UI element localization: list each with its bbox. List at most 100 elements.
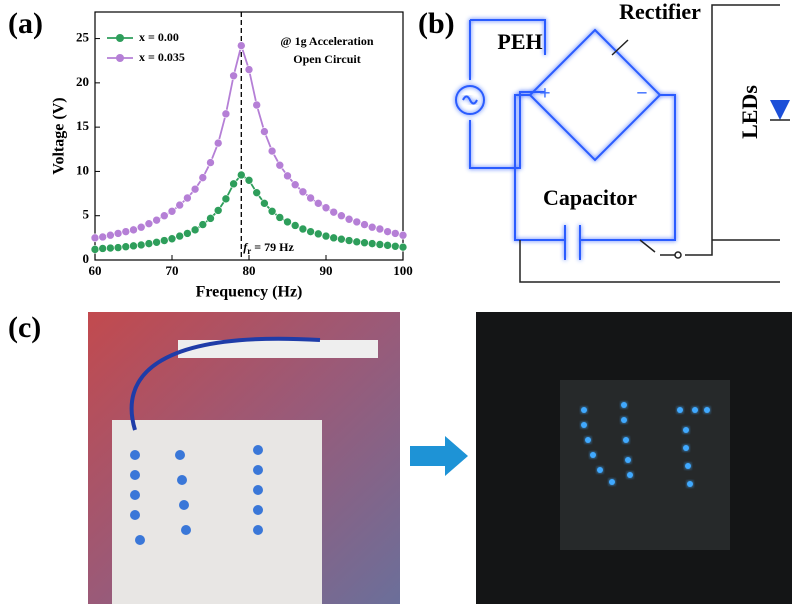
data-point bbox=[122, 228, 130, 236]
data-point bbox=[284, 218, 292, 226]
breadboard bbox=[560, 380, 730, 550]
x-tick-label: 60 bbox=[89, 263, 102, 278]
led-glow bbox=[683, 445, 689, 451]
y-axis-label: Voltage (V) bbox=[51, 97, 68, 174]
data-point bbox=[253, 189, 261, 197]
data-point bbox=[368, 240, 376, 248]
pointer-arrow bbox=[612, 40, 628, 55]
x-tick-label: 80 bbox=[243, 263, 256, 278]
data-point bbox=[337, 235, 345, 243]
led-glow bbox=[581, 422, 587, 428]
data-point bbox=[99, 244, 107, 252]
x-tick-label: 70 bbox=[166, 263, 179, 278]
data-point bbox=[230, 72, 238, 80]
data-point bbox=[322, 204, 330, 212]
x-axis-label: Frequency (Hz) bbox=[196, 284, 303, 301]
diagram-label: + bbox=[539, 83, 550, 105]
data-point bbox=[245, 66, 253, 74]
x-tick-label: 100 bbox=[393, 263, 413, 278]
data-point bbox=[399, 231, 407, 239]
led bbox=[130, 510, 140, 520]
data-point bbox=[284, 172, 292, 180]
data-point bbox=[191, 185, 199, 193]
legend-label: x = 0.035 bbox=[139, 50, 185, 64]
data-point bbox=[222, 195, 230, 203]
data-point bbox=[237, 171, 245, 179]
switch bbox=[675, 252, 681, 258]
reference-text: = 79 Hz bbox=[251, 240, 294, 254]
data-point bbox=[91, 234, 99, 242]
data-point bbox=[122, 243, 130, 251]
data-point bbox=[391, 242, 399, 250]
data-point bbox=[307, 228, 315, 236]
data-point bbox=[322, 232, 330, 240]
legend-marker bbox=[116, 34, 124, 42]
circuit-diagram: PEH Rectifier Capacitor LEDs + − bbox=[456, 0, 790, 282]
data-point bbox=[199, 221, 207, 229]
data-point bbox=[399, 243, 407, 251]
led-glow bbox=[687, 481, 693, 487]
legend-label: x = 0.00 bbox=[139, 30, 179, 44]
chart: Frequency (Hz) Voltage (V) @ 1g Accelera… bbox=[51, 12, 413, 301]
data-point bbox=[91, 245, 99, 253]
data-point bbox=[384, 228, 392, 236]
led-glow bbox=[683, 427, 689, 433]
source-wave bbox=[463, 97, 477, 104]
led bbox=[181, 525, 191, 535]
data-point bbox=[353, 238, 361, 246]
led bbox=[179, 500, 189, 510]
data-point bbox=[253, 101, 261, 109]
led-glow bbox=[692, 407, 698, 413]
y-tick-label: 10 bbox=[76, 162, 89, 177]
led-glow bbox=[609, 479, 615, 485]
led bbox=[253, 485, 263, 495]
led-glow bbox=[621, 402, 627, 408]
data-point bbox=[106, 244, 114, 252]
led bbox=[253, 445, 263, 455]
y-tick-label: 20 bbox=[76, 74, 89, 89]
data-point bbox=[345, 237, 353, 245]
led-glow bbox=[627, 472, 633, 478]
diagram-label: Rectifier bbox=[619, 0, 701, 24]
data-point bbox=[183, 229, 191, 237]
data-point bbox=[260, 128, 268, 136]
data-point bbox=[314, 199, 322, 207]
data-point bbox=[376, 241, 384, 249]
data-point bbox=[153, 238, 161, 246]
data-point bbox=[130, 226, 138, 234]
data-point bbox=[99, 233, 107, 241]
panel-label: (a) bbox=[8, 7, 43, 40]
data-point bbox=[345, 215, 353, 223]
data-point bbox=[176, 232, 184, 240]
data-point bbox=[276, 161, 284, 169]
led-glow bbox=[623, 437, 629, 443]
y-tick-label: 15 bbox=[76, 118, 90, 133]
data-point bbox=[168, 235, 176, 243]
data-point bbox=[307, 194, 315, 202]
y-tick-label: 5 bbox=[83, 207, 90, 222]
data-point bbox=[207, 214, 215, 222]
diagram-label: Capacitor bbox=[543, 185, 637, 210]
data-point bbox=[214, 206, 222, 214]
panel-label: (b) bbox=[418, 7, 455, 40]
figure: (a) (b) (c) Frequency (Hz) Voltage (V) @… bbox=[0, 0, 792, 604]
data-point bbox=[230, 180, 238, 188]
data-point bbox=[361, 239, 369, 247]
data-point bbox=[114, 244, 122, 252]
x-tick-label: 90 bbox=[320, 263, 333, 278]
led-glow bbox=[585, 437, 591, 443]
arrow bbox=[410, 436, 468, 476]
breadboard bbox=[112, 420, 322, 604]
data-point bbox=[183, 194, 191, 202]
diagram-label: LEDs bbox=[737, 85, 762, 139]
data-point bbox=[145, 220, 153, 228]
led bbox=[135, 535, 145, 545]
led-glow bbox=[685, 463, 691, 469]
led-glow bbox=[590, 452, 596, 458]
data-point bbox=[214, 139, 222, 147]
data-point bbox=[314, 230, 322, 238]
led bbox=[130, 450, 140, 460]
reference-label: fr = 79 Hz bbox=[243, 240, 294, 256]
data-point bbox=[237, 42, 245, 50]
data-point bbox=[361, 221, 369, 229]
